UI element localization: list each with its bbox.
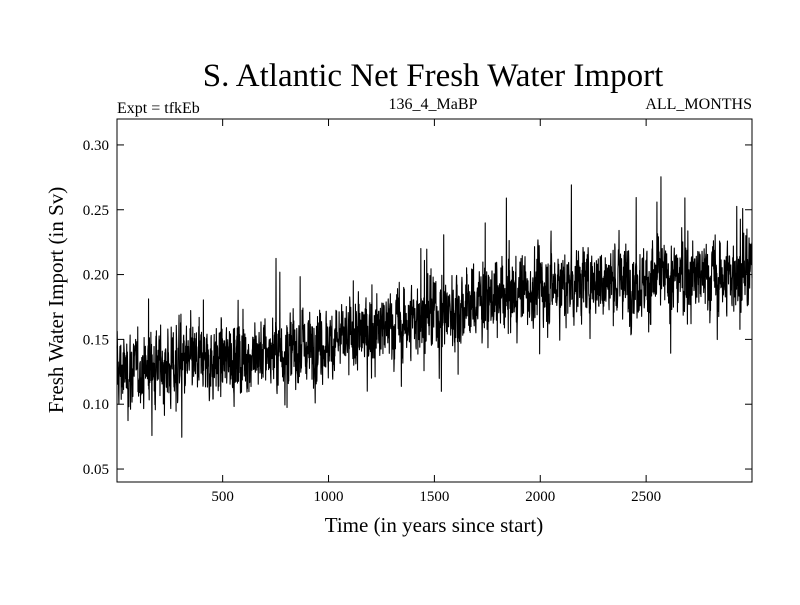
y-tick-label: 0.20	[83, 268, 109, 284]
months-label: ALL_MONTHS	[645, 96, 752, 113]
x-axis: 500 1000 1500 2000 2500	[211, 119, 661, 505]
x-tick-label: 2500	[631, 489, 661, 505]
experiment-label: Expt = tfkEb	[117, 100, 200, 117]
x-tick-label: 500	[211, 489, 234, 505]
y-axis-label: Fresh Water Import (in Sv)	[44, 187, 68, 414]
x-tick-label: 1000	[314, 489, 344, 505]
y-tick-label: 0.30	[83, 138, 109, 154]
y-tick-label: 0.05	[83, 462, 109, 478]
x-axis-label: Time (in years since start)	[325, 513, 544, 537]
chart-title: S. Atlantic Net Fresh Water Import	[203, 58, 664, 94]
run-id-label: 136_4_MaBP	[389, 96, 478, 113]
x-tick-label: 1500	[419, 489, 449, 505]
y-axis: 0.05 0.10 0.15 0.20 0.25 0.30	[83, 138, 752, 478]
y-tick-label: 0.10	[83, 397, 109, 413]
series-line	[116, 176, 753, 438]
series-layer	[116, 176, 753, 438]
x-tick-label: 2000	[525, 489, 555, 505]
y-tick-label: 0.25	[83, 203, 109, 219]
y-tick-label: 0.15	[83, 332, 109, 348]
